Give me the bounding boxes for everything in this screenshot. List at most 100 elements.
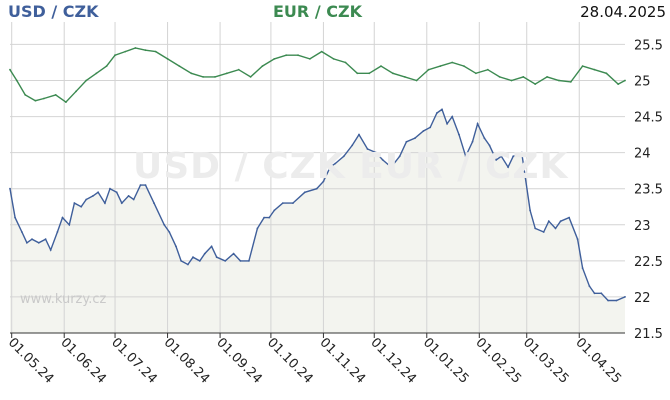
usd-czk-point bbox=[542, 231, 545, 233]
usd-czk-point bbox=[210, 245, 213, 248]
usd-czk-point bbox=[329, 166, 332, 169]
eur-czk-point bbox=[368, 72, 371, 75]
usd-czk-point bbox=[203, 252, 206, 255]
usd-czk-point bbox=[85, 198, 88, 201]
eur-czk-point bbox=[605, 72, 608, 75]
usd-czk-point bbox=[624, 296, 626, 298]
usd-czk-point bbox=[446, 122, 448, 125]
usd-czk-point bbox=[471, 140, 474, 143]
usd-czk-point bbox=[342, 155, 345, 158]
usd-czk-point bbox=[405, 140, 408, 143]
x-tick-label: 01.09.24 bbox=[213, 335, 265, 387]
y-tick-label: 25.5 bbox=[634, 38, 663, 53]
usd-czk-point bbox=[132, 198, 135, 201]
eur-czk-point bbox=[9, 68, 11, 71]
x-tick-label: 01.05.24 bbox=[5, 335, 57, 387]
watermark: USD / CZK EUR / CZK bbox=[133, 146, 569, 187]
eur-czk-point bbox=[415, 79, 418, 82]
y-tick-label: 23 bbox=[634, 219, 651, 234]
eur-czk-point bbox=[134, 47, 137, 49]
usd-czk-point bbox=[322, 180, 325, 183]
usd-czk-point bbox=[559, 220, 562, 223]
eur-czk-point bbox=[297, 54, 299, 57]
eur-czk-point bbox=[403, 76, 406, 78]
usd-czk-point bbox=[73, 202, 76, 205]
y-tick-label: 24.5 bbox=[634, 111, 663, 126]
eur-czk-point bbox=[569, 81, 572, 83]
usd-czk-point bbox=[464, 155, 467, 158]
usd-czk-point bbox=[109, 187, 111, 190]
usd-czk-point bbox=[175, 245, 177, 248]
usd-czk-point bbox=[163, 223, 166, 226]
x-tick-label: 01.10.24 bbox=[264, 335, 316, 387]
usd-czk-point bbox=[268, 216, 271, 219]
eur-czk-point bbox=[249, 76, 252, 78]
y-tick-label: 24 bbox=[634, 147, 651, 162]
y-tick-label: 23.5 bbox=[634, 183, 663, 198]
usd-czk-point bbox=[500, 155, 503, 158]
usd-czk-point bbox=[187, 263, 189, 266]
eur-czk-point bbox=[617, 83, 620, 85]
eur-czk-point bbox=[356, 72, 359, 75]
usd-czk-point bbox=[534, 227, 537, 230]
x-tick-label: 01.08.24 bbox=[161, 335, 213, 387]
x-tick-label: 01.06.24 bbox=[57, 335, 109, 387]
eur-czk-point bbox=[54, 94, 57, 96]
usd-czk-point bbox=[104, 202, 106, 205]
usd-czk-point bbox=[292, 202, 294, 205]
eur-czk-point bbox=[34, 99, 37, 102]
usd-czk-point bbox=[495, 159, 498, 161]
x-tick-label: 01.07.24 bbox=[108, 335, 160, 387]
usd-czk-point bbox=[31, 238, 33, 241]
usd-czk-point bbox=[256, 227, 259, 230]
usd-czk-point bbox=[334, 162, 337, 165]
eur-czk-point bbox=[43, 97, 45, 100]
usd-czk-point bbox=[414, 137, 416, 140]
eur-czk-point bbox=[214, 76, 216, 78]
x-tick-label: 01.03.25 bbox=[520, 335, 572, 387]
usd-czk-point bbox=[44, 238, 47, 241]
eur-czk-point bbox=[285, 54, 288, 57]
usd-czk-point bbox=[224, 260, 227, 262]
eur-czk-point bbox=[154, 50, 157, 53]
eur-czk-point bbox=[593, 68, 596, 71]
usd-czk-point bbox=[273, 209, 276, 212]
usd-czk-point bbox=[381, 159, 384, 161]
eur-czk-point bbox=[510, 79, 513, 82]
usd-czk-point bbox=[351, 144, 354, 147]
eur-czk-point bbox=[427, 68, 430, 71]
usd-czk-point bbox=[120, 202, 123, 205]
usd-czk-point bbox=[97, 191, 99, 194]
usd-czk-point bbox=[56, 231, 59, 233]
usd-czk-point bbox=[239, 260, 242, 262]
usd-czk-point bbox=[192, 256, 194, 259]
x-tick-label: 01.11.24 bbox=[317, 335, 369, 387]
x-tick-label: 01.02.25 bbox=[472, 335, 524, 387]
eur-czk-point bbox=[24, 94, 27, 96]
eur-czk-point bbox=[380, 65, 382, 67]
usd-czk-point bbox=[488, 144, 491, 147]
eur-czk-point bbox=[166, 58, 169, 60]
usd-czk-point bbox=[422, 130, 425, 132]
eur-czk-point bbox=[451, 61, 454, 64]
eur-czk-point bbox=[475, 72, 477, 75]
usd-czk-point bbox=[375, 151, 377, 154]
data-points bbox=[9, 47, 626, 302]
usd-czk-point bbox=[68, 223, 71, 226]
usd-czk-point bbox=[9, 187, 11, 190]
usd-czk-point bbox=[547, 220, 550, 223]
usd-czk-point bbox=[115, 191, 118, 194]
eur-czk-point bbox=[65, 101, 67, 103]
y-axis: 21.5 22 22.5 23 23.5 24 24.5 25 25.5 bbox=[634, 38, 663, 342]
usd-czk-point bbox=[168, 231, 171, 233]
usd-czk-point bbox=[476, 122, 479, 125]
eur-czk-title: EUR / CZK bbox=[273, 2, 362, 21]
x-tick-label: 01.04.25 bbox=[572, 335, 624, 387]
usd-czk-point bbox=[588, 285, 591, 287]
eur-czk-point bbox=[392, 72, 394, 75]
x-tick-label: 01.01.25 bbox=[420, 335, 472, 387]
usd-czk-point bbox=[37, 241, 40, 244]
usd-czk-area bbox=[10, 109, 625, 334]
usd-czk-point bbox=[263, 216, 265, 219]
